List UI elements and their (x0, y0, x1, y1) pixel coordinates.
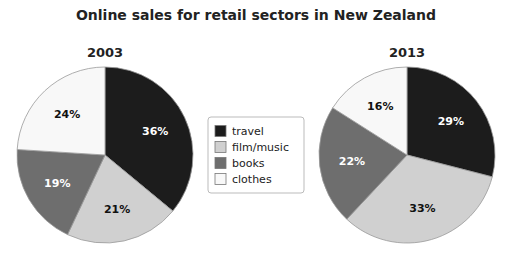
title: Online sales for retail sectors in New Z… (76, 7, 436, 23)
legend: travel film/music books clothes (208, 117, 304, 193)
data-label: 24% (54, 108, 80, 121)
data-label: 16% (367, 100, 393, 113)
legend-label: clothes (232, 173, 272, 186)
legend-label: film/music (232, 141, 289, 154)
chart: Online sales for retail sectors in New Z… (0, 0, 512, 266)
data-label: 29% (438, 115, 464, 128)
legend-label: books (232, 157, 265, 170)
legend-swatch (215, 126, 226, 137)
data-labels: 36% 21% 19% 24% (44, 108, 168, 216)
data-label: 21% (104, 203, 130, 216)
pie-slice (333, 67, 407, 155)
pie (17, 67, 193, 243)
data-label: 22% (339, 155, 365, 168)
data-label: 19% (44, 177, 70, 190)
data-label: 36% (142, 125, 168, 138)
pie-slice (17, 67, 105, 155)
legend-swatch (215, 174, 226, 185)
legend-box (208, 117, 304, 193)
legend-swatch (215, 142, 226, 153)
legend-label: travel (232, 125, 264, 138)
pie (319, 67, 495, 243)
pie-slice (17, 149, 105, 234)
data-labels: 29% 33% 22% 16% (339, 100, 464, 215)
pie-label: 2003 (87, 45, 123, 60)
pie-label: 2013 (389, 45, 425, 60)
data-label: 33% (409, 202, 435, 215)
legend-swatch (215, 158, 226, 169)
